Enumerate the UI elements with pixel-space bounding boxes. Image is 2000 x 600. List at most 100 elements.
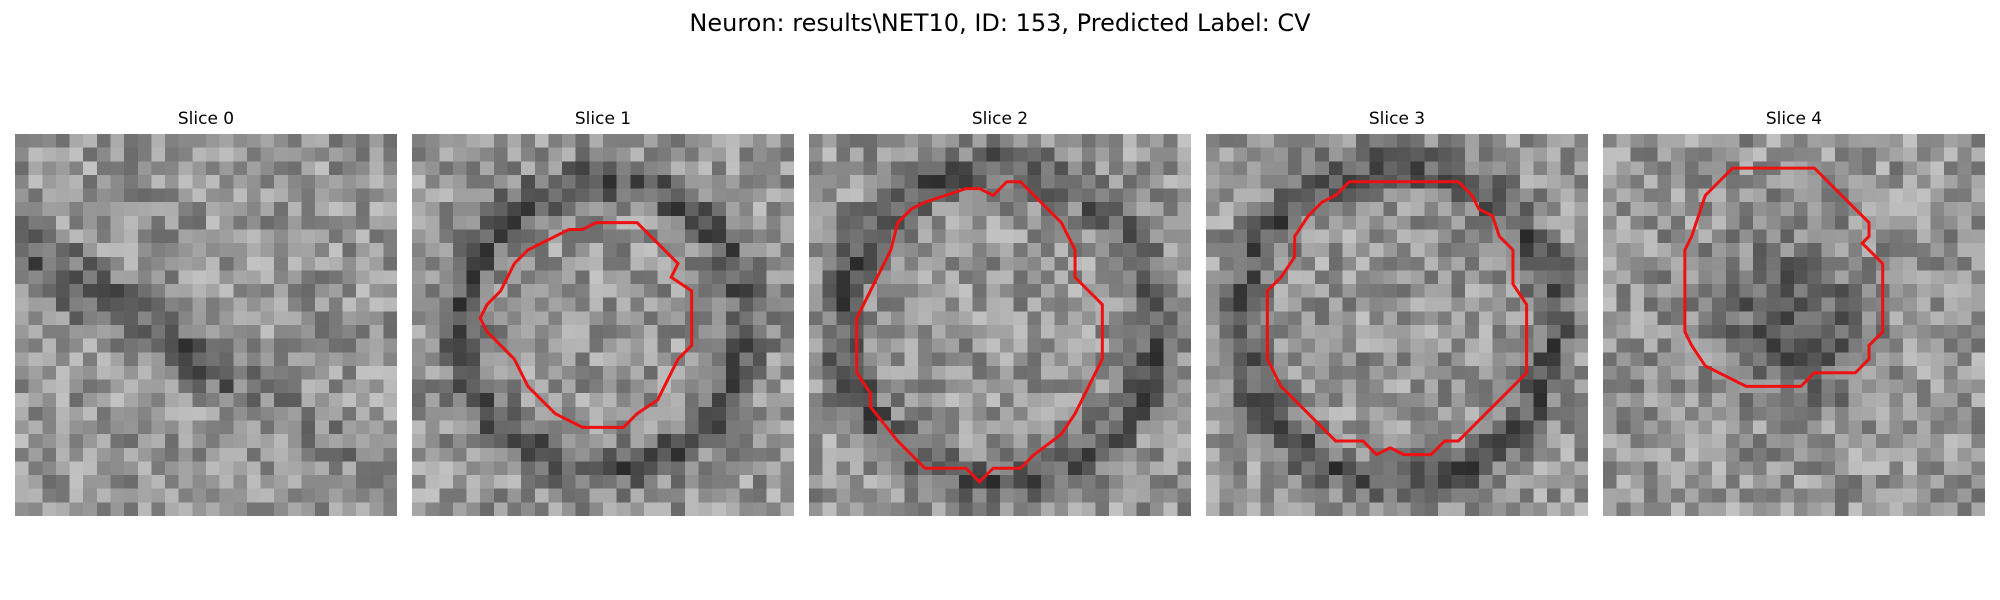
pixel	[1027, 215, 1042, 230]
pixel	[1287, 365, 1302, 380]
pixel	[1356, 379, 1370, 394]
pixel	[698, 147, 713, 162]
pixel	[124, 502, 139, 516]
pixel	[1410, 488, 1425, 503]
pixel	[945, 297, 960, 312]
pixel	[412, 502, 426, 516]
pixel	[1013, 243, 1028, 258]
pixel	[1451, 379, 1466, 394]
pixel	[1397, 406, 1411, 421]
pixel	[15, 352, 29, 367]
pixel	[780, 174, 794, 189]
pixel	[1122, 311, 1137, 326]
pixel	[1246, 297, 1261, 312]
pixel	[1643, 447, 1658, 462]
pixel	[342, 325, 357, 339]
pixel	[1657, 229, 1672, 244]
pixel	[466, 147, 481, 162]
pixel	[1643, 174, 1658, 189]
pixel	[822, 270, 837, 285]
pixel	[233, 215, 248, 230]
pixel	[165, 488, 179, 503]
pixel	[1246, 406, 1261, 421]
pixel	[69, 215, 84, 230]
pixel	[1219, 365, 1234, 380]
pixel	[657, 297, 672, 312]
pixel	[42, 161, 57, 176]
pixel	[616, 202, 631, 217]
pixel	[219, 147, 234, 162]
pixel	[356, 174, 370, 189]
pixel	[643, 202, 658, 217]
pixel	[698, 461, 713, 476]
pixel	[1698, 147, 1713, 162]
pixel	[1206, 475, 1220, 489]
pixel	[1725, 174, 1740, 189]
pixel	[507, 434, 522, 449]
pixel	[877, 488, 892, 503]
pixel	[1766, 174, 1781, 189]
pixel	[1027, 338, 1042, 353]
pixel	[931, 488, 946, 503]
pixel	[315, 188, 330, 203]
pixel	[1397, 325, 1411, 339]
pixel	[1315, 270, 1330, 285]
pixel	[712, 311, 727, 326]
pixel	[643, 420, 658, 435]
pixel	[945, 325, 960, 339]
pixel	[1027, 256, 1042, 271]
pixel	[1451, 243, 1466, 258]
pixel	[83, 229, 98, 244]
pixel	[1301, 488, 1316, 503]
pixel	[1397, 434, 1411, 449]
pixel	[643, 297, 658, 312]
pixel	[206, 475, 220, 489]
pixel	[1616, 134, 1631, 148]
pixel	[1356, 393, 1370, 408]
pixel	[1944, 147, 1958, 162]
pixel	[55, 297, 70, 312]
pixel	[1206, 147, 1220, 162]
pixel	[1533, 406, 1548, 421]
pixel	[42, 215, 57, 230]
pixel	[1698, 393, 1713, 408]
pixel	[1478, 134, 1493, 148]
pixel	[165, 365, 179, 380]
pixel	[1916, 365, 1931, 380]
pixel	[178, 243, 193, 258]
pixel	[246, 202, 261, 217]
pixel	[1150, 365, 1164, 380]
pixel	[69, 325, 84, 339]
pixel	[931, 379, 946, 394]
pixel	[1163, 406, 1178, 421]
pixel	[1287, 215, 1302, 230]
pixel	[534, 461, 549, 476]
pixel	[575, 352, 590, 367]
pixel	[1930, 161, 1945, 176]
pixel	[452, 434, 467, 449]
pixel	[972, 229, 987, 244]
pixel	[1643, 365, 1658, 380]
pixel	[110, 174, 125, 189]
pixel	[15, 488, 29, 503]
pixel	[1834, 215, 1849, 230]
pixel	[124, 420, 139, 435]
pixel	[369, 447, 384, 462]
pixel	[1725, 243, 1740, 258]
pixel	[1206, 352, 1220, 367]
pixel	[1616, 393, 1631, 408]
pixel	[836, 202, 851, 217]
pixel	[439, 297, 454, 312]
pixel	[178, 174, 193, 189]
pixel	[725, 134, 740, 148]
pixel	[1177, 352, 1191, 367]
pixel	[849, 188, 864, 203]
pixel	[1356, 202, 1370, 217]
pixel	[877, 147, 892, 162]
pixel	[1136, 379, 1151, 394]
pixel	[1766, 215, 1781, 230]
pixel	[822, 352, 837, 367]
pixel	[562, 365, 576, 380]
pixel	[863, 134, 878, 148]
pixel	[603, 352, 617, 367]
